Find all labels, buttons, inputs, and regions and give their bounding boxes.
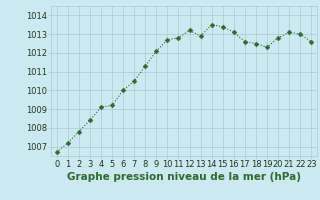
X-axis label: Graphe pression niveau de la mer (hPa): Graphe pression niveau de la mer (hPa) [67, 172, 301, 182]
